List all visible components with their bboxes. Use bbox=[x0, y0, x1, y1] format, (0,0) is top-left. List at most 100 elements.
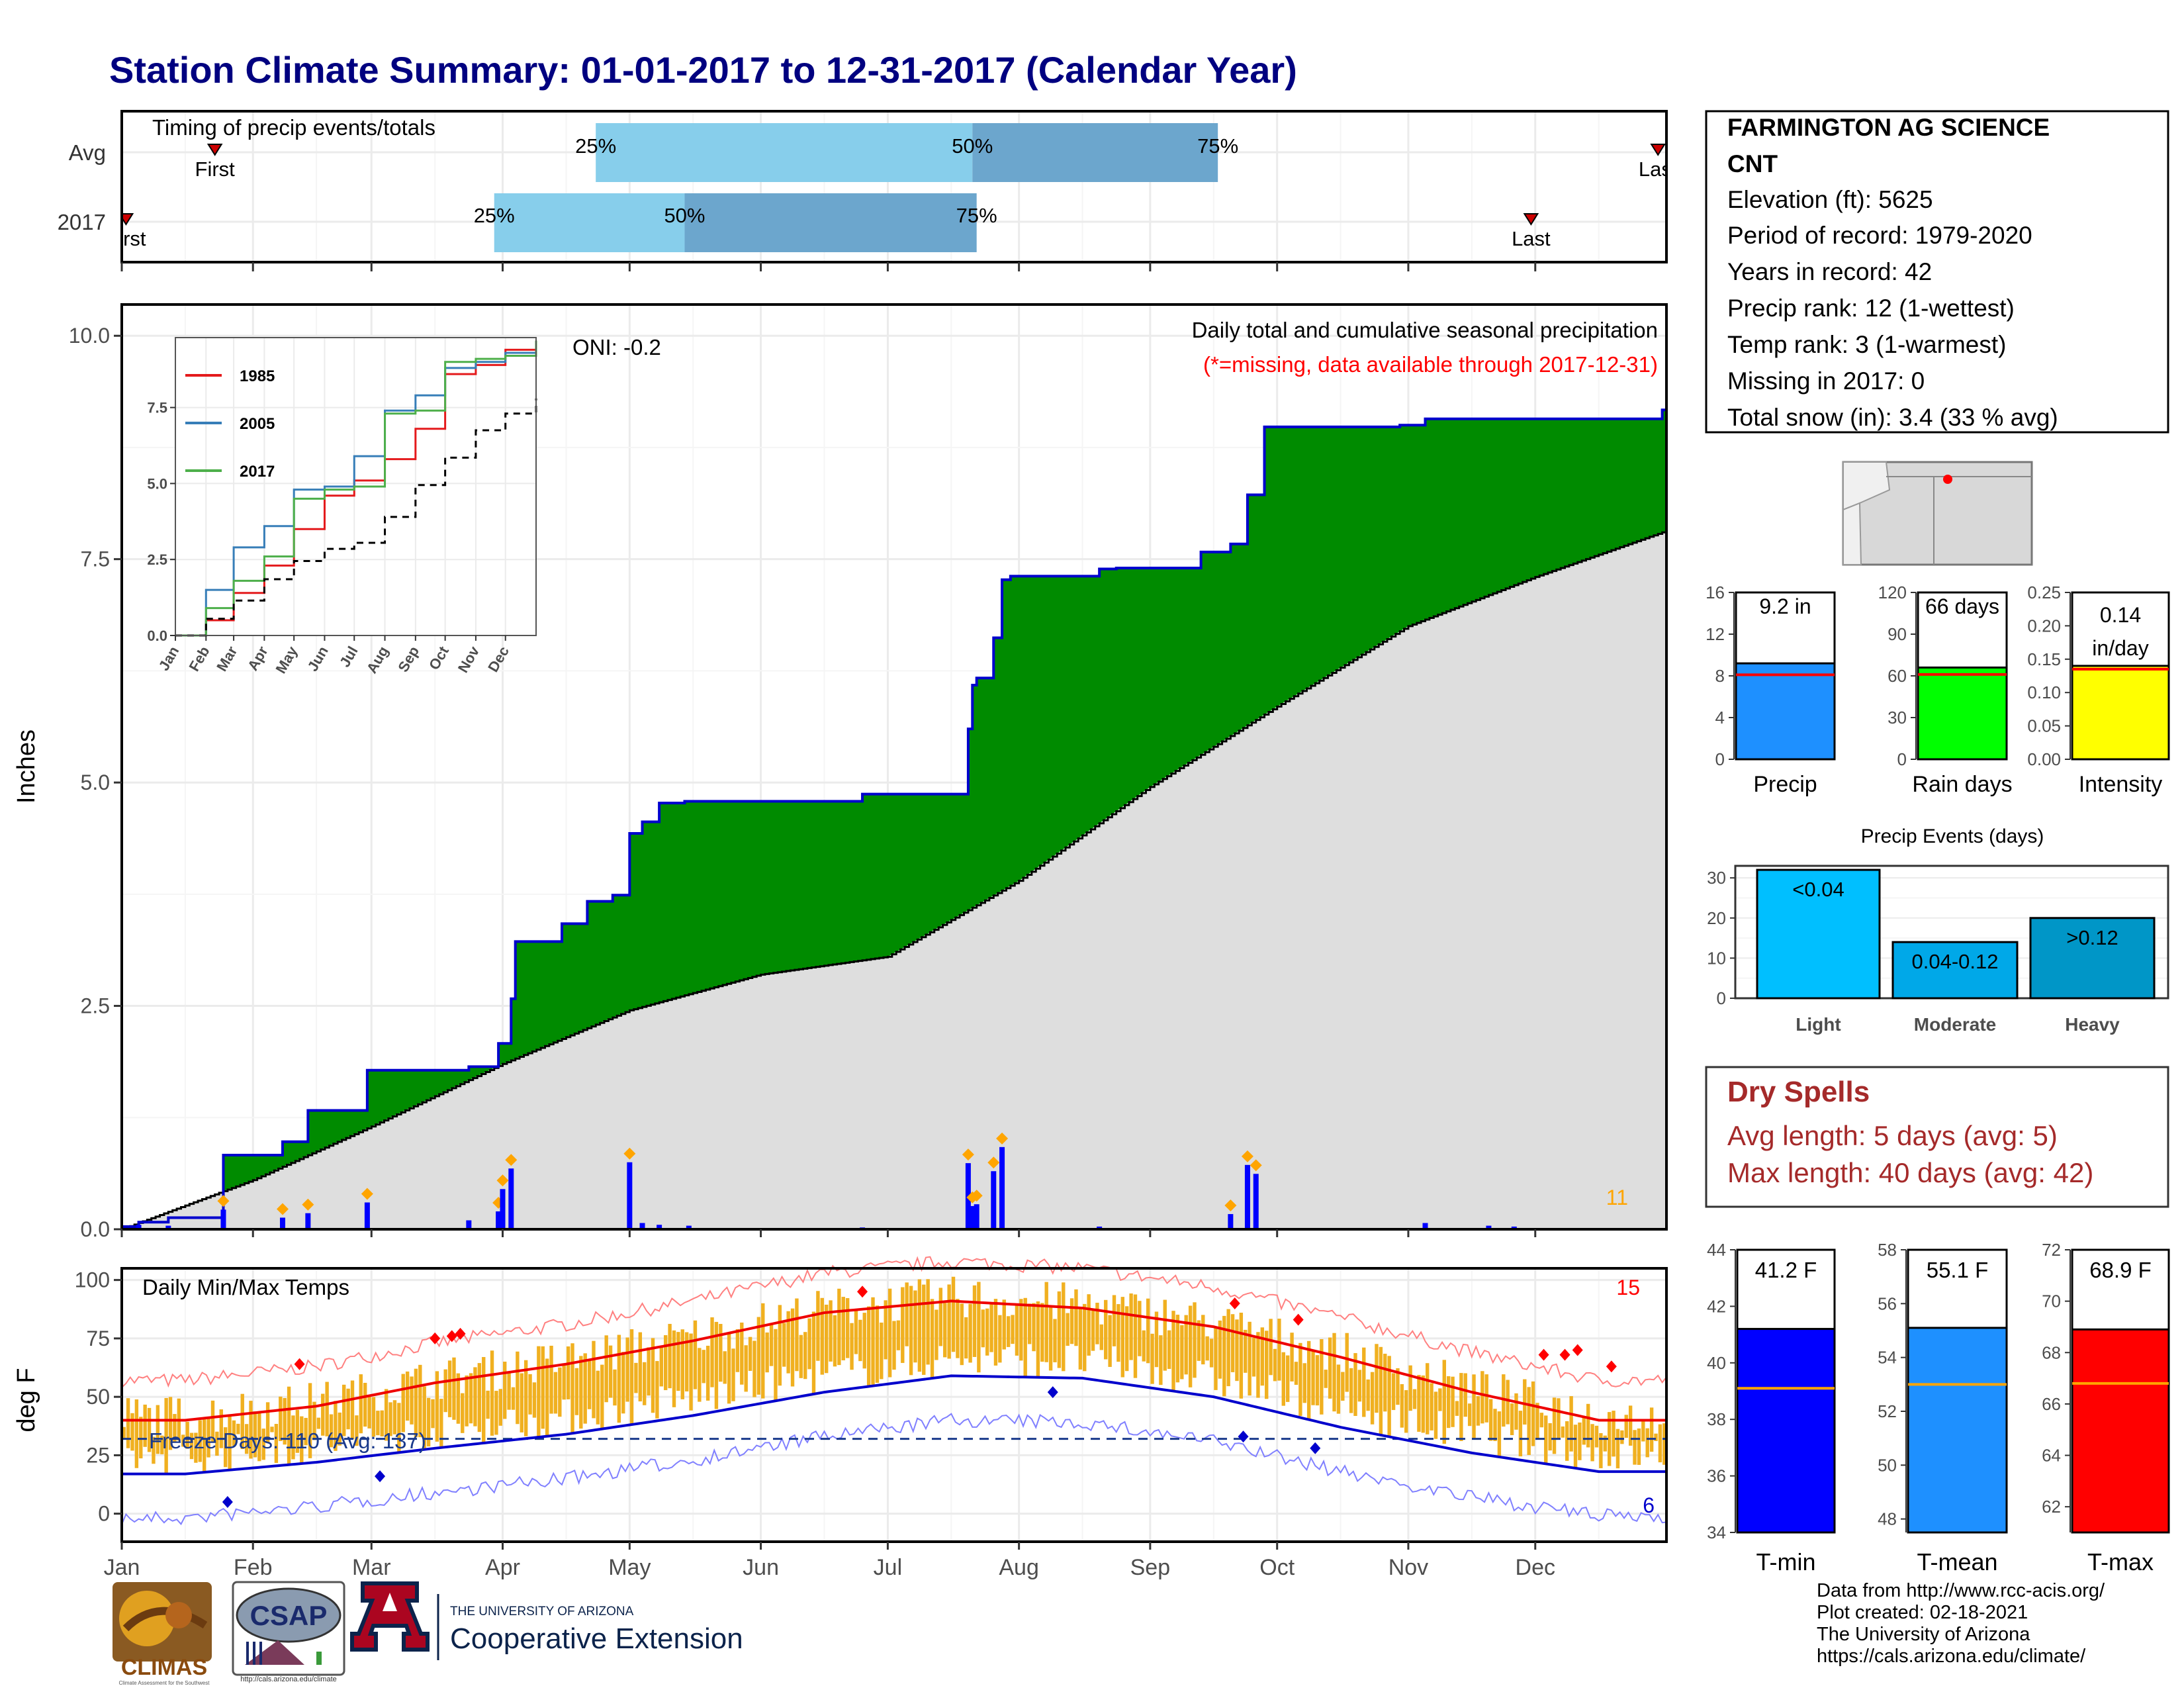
record-high-marker bbox=[1572, 1344, 1583, 1356]
inset-y-tick-label: 5.0 bbox=[147, 475, 167, 492]
last-event-marker bbox=[1523, 213, 1539, 226]
daily-temp-range-bar bbox=[1484, 1374, 1488, 1423]
daily-temp-range-bar bbox=[122, 1427, 126, 1439]
temp-plot-area bbox=[121, 1256, 1667, 1526]
daily-temp-range-bar bbox=[1357, 1370, 1362, 1402]
daily-temp-range-bar bbox=[769, 1324, 774, 1366]
daily-temp-range-bar bbox=[1290, 1333, 1294, 1382]
hot-day-count: 15 bbox=[1616, 1276, 1640, 1299]
daily-temp-range-bar bbox=[265, 1402, 270, 1444]
daily-temp-range-bar bbox=[570, 1343, 574, 1433]
timing-label: Timing of precip events/totals bbox=[152, 115, 435, 140]
daily-temp-range-bar bbox=[1578, 1422, 1582, 1460]
station-location-marker bbox=[1943, 475, 1952, 484]
record-low-marker bbox=[375, 1470, 386, 1483]
oni-label: ONI: -0.2 bbox=[572, 335, 661, 359]
temp-bar-value: 68.9 F bbox=[2089, 1258, 2152, 1282]
daily-temp-range-bar bbox=[1230, 1314, 1235, 1372]
timing-x-ticks bbox=[120, 262, 1537, 271]
daily-temp-range-bar bbox=[1599, 1432, 1603, 1468]
daily-temp-range-bar bbox=[388, 1402, 392, 1436]
timing-row-avg-label: Avg bbox=[69, 140, 106, 165]
daily-temp-range-bar bbox=[143, 1404, 147, 1447]
daily-temp-range-bar bbox=[1167, 1330, 1171, 1369]
daily-temp-range-bar bbox=[1108, 1315, 1112, 1367]
daily-temp-range-bar bbox=[261, 1429, 265, 1460]
daily-temp-range-bar bbox=[1226, 1309, 1230, 1387]
daily-temp-range-bar bbox=[655, 1361, 659, 1419]
daily-precip-bar bbox=[657, 1225, 662, 1229]
daily-temp-range-bar bbox=[206, 1418, 210, 1458]
precip-panel-title: Daily total and cumulative seasonal prec… bbox=[1192, 318, 1658, 342]
daily-temp-range-bar bbox=[845, 1298, 850, 1358]
daily-temp-range-bar bbox=[244, 1424, 249, 1454]
daily-temp-range-bar bbox=[1087, 1294, 1091, 1356]
events-y-tick-label: 20 bbox=[1707, 908, 1726, 928]
daily-temp-range-bar bbox=[710, 1317, 714, 1387]
daily-temp-range-bar bbox=[698, 1348, 702, 1402]
daily-temp-range-bar bbox=[1129, 1293, 1133, 1360]
summary-bar-value: 66 days bbox=[1925, 594, 1999, 618]
daily-temp-range-bar bbox=[892, 1321, 896, 1370]
footer-url: https://cals.arizona.edu/climate/ bbox=[1817, 1646, 2086, 1667]
daily-temp-range-bar bbox=[355, 1415, 359, 1446]
daily-temp-range-bar bbox=[270, 1427, 274, 1432]
daily-temp-range-bar bbox=[574, 1368, 579, 1415]
daily-precip-bar bbox=[686, 1225, 692, 1229]
daily-temp-range-bar bbox=[1421, 1375, 1426, 1433]
daily-temp-range-bar bbox=[1209, 1338, 1214, 1368]
daily-temp-range-bar bbox=[465, 1375, 469, 1427]
daily-temp-range-bar bbox=[1375, 1344, 1379, 1413]
daily-temp-range-bar bbox=[985, 1308, 989, 1356]
daily-temp-range-bar bbox=[1349, 1368, 1353, 1413]
daily-temp-range-bar bbox=[1404, 1390, 1408, 1433]
footer-plot-created: Plot created: 02-18-2021 bbox=[1817, 1602, 2028, 1623]
daily-temp-range-bar bbox=[1662, 1423, 1666, 1465]
daily-precip-marker bbox=[1224, 1199, 1237, 1212]
ua-logo-big-text: Cooperative Extension bbox=[450, 1622, 743, 1655]
daily-temp-range-bar bbox=[621, 1352, 625, 1414]
daily-temp-range-bar bbox=[1455, 1401, 1459, 1416]
daily-temp-range-bar bbox=[680, 1329, 684, 1399]
temp-bar-tick-label: 42 bbox=[1707, 1296, 1726, 1316]
daily-temp-range-bar bbox=[702, 1350, 705, 1383]
daily-temp-range-bar bbox=[887, 1288, 892, 1378]
daily-temp-range-bar bbox=[668, 1323, 672, 1389]
daily-temp-range-bar bbox=[367, 1396, 371, 1429]
daily-temp-range-bar bbox=[1306, 1340, 1311, 1421]
daily-temp-range-bar bbox=[528, 1374, 532, 1415]
record-high-marker bbox=[455, 1327, 466, 1340]
daily-temp-range-bar bbox=[1248, 1321, 1251, 1396]
events-y-tick-label: 0 bbox=[1717, 988, 1726, 1008]
climas-logo-text: CLIMAS bbox=[121, 1655, 207, 1680]
daily-temp-range-bar bbox=[401, 1374, 405, 1432]
summary-bar-tick-label: 4 bbox=[1715, 708, 1725, 727]
daily-temp-range-bar bbox=[579, 1356, 583, 1429]
daily-temp-range-bar bbox=[592, 1340, 596, 1419]
summary-bar-label: Precip bbox=[1753, 772, 1817, 797]
daily-temp-range-bar bbox=[1069, 1298, 1074, 1344]
precip-average-cumulative-area bbox=[122, 531, 1668, 1231]
record-high-marker bbox=[430, 1332, 441, 1344]
daily-temp-range-bar bbox=[871, 1297, 875, 1385]
daily-temp-range-bar bbox=[1171, 1311, 1175, 1391]
daily-temp-range-bar bbox=[210, 1400, 215, 1442]
daily-temp-range-bar bbox=[257, 1413, 261, 1462]
daily-temp-range-bar bbox=[291, 1415, 295, 1460]
summary-bar-tick-label: 0.10 bbox=[2027, 682, 2061, 702]
daily-temp-range-bar bbox=[1154, 1311, 1159, 1368]
daily-temp-range-bar bbox=[397, 1403, 401, 1453]
daily-temp-range-bar bbox=[1624, 1415, 1628, 1438]
inset-y-tick-label: 0.0 bbox=[147, 628, 167, 644]
daily-temp-range-bar bbox=[1125, 1306, 1129, 1372]
daily-temp-range-bar bbox=[312, 1401, 316, 1440]
record-high-marker bbox=[294, 1358, 305, 1370]
daily-temp-range-bar bbox=[884, 1300, 887, 1360]
climas-logo-subtext: Climate Assessment for the Southwest bbox=[119, 1680, 210, 1686]
daily-temp-range-bar bbox=[901, 1287, 905, 1363]
daily-temp-range-bar bbox=[1472, 1374, 1476, 1438]
summary-bar-label: Rain days bbox=[1912, 772, 2012, 797]
page-title: Station Climate Summary: 01-01-2017 to 1… bbox=[109, 49, 1297, 91]
precip-y-label: Inches bbox=[13, 729, 40, 804]
daily-temp-range-bar bbox=[634, 1362, 638, 1393]
